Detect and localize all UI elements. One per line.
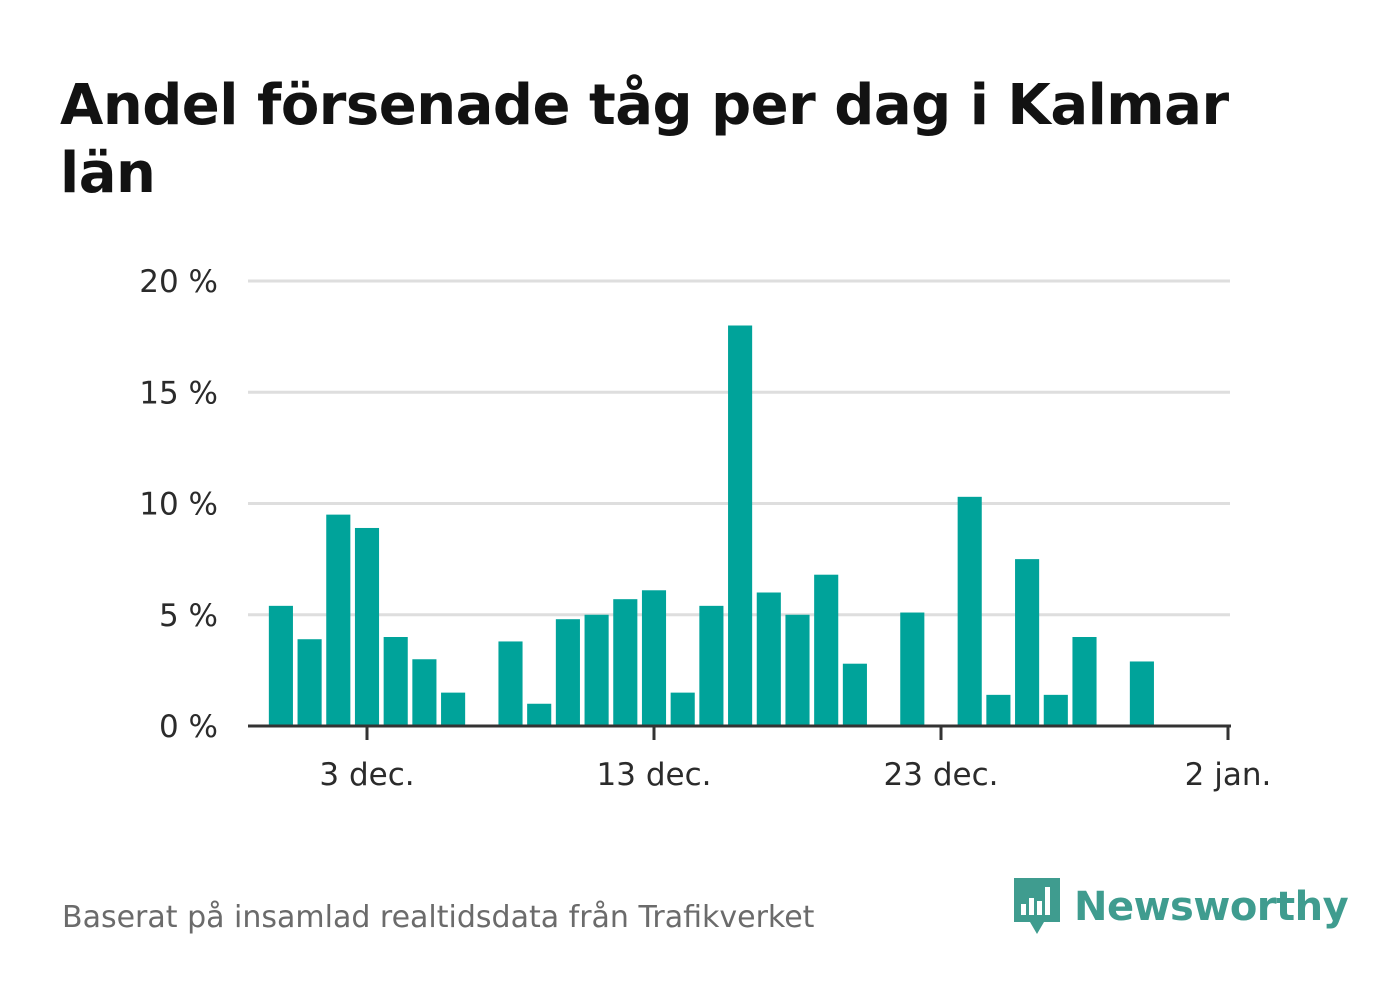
bar — [1072, 637, 1097, 726]
newsworthy-logo-icon — [1014, 878, 1060, 934]
bar — [785, 614, 810, 726]
bar — [957, 496, 982, 726]
bar — [699, 605, 724, 726]
x-axis: 3 dec. 13 dec. 23 dec. 2 jan. — [248, 724, 1272, 793]
bar — [412, 659, 437, 726]
chart-title: Andel försenade tåg per dag i Kalmar län — [60, 73, 1229, 206]
x-tick-label: 13 dec. — [597, 757, 712, 793]
bar — [670, 692, 695, 726]
y-tick-label: 10 % — [139, 487, 218, 523]
brand-name: Newsworthy — [1074, 884, 1349, 930]
bar — [641, 590, 667, 726]
x-tick-label: 3 dec. — [319, 757, 414, 793]
bar-chart: 0 % 5 % 10 % 15 % 20 % 3 dec. 13 dec. 23 dec. 2… — [139, 264, 1272, 793]
bar — [814, 574, 839, 726]
y-tick-label: 20 % — [139, 264, 218, 300]
bar — [383, 637, 408, 726]
bars — [268, 325, 1154, 726]
bar — [354, 527, 380, 726]
bar — [441, 692, 466, 726]
bar — [527, 703, 552, 726]
bar — [842, 663, 867, 726]
bar — [613, 599, 638, 726]
bar — [728, 325, 753, 726]
bar — [268, 605, 293, 726]
y-tick-label: 5 % — [159, 598, 218, 634]
bar — [986, 694, 1011, 726]
y-axis-ticks: 0 % 5 % 10 % 15 % 20 % — [139, 264, 218, 745]
bar — [1043, 694, 1068, 726]
bar — [1015, 559, 1040, 726]
bar — [1129, 661, 1154, 726]
source-note: Baserat på insamlad realtidsdata från Tr… — [62, 900, 815, 935]
x-tick-label: 2 jan. — [1185, 757, 1272, 793]
bar — [326, 514, 351, 726]
bar — [297, 639, 322, 726]
y-tick-label: 15 % — [139, 375, 218, 411]
brand-logo: Newsworthy — [1012, 876, 1349, 938]
x-tick-label: 23 dec. — [884, 757, 999, 793]
y-tick-label: 0 % — [159, 709, 218, 745]
bar — [498, 641, 523, 726]
bar — [555, 619, 580, 726]
bar — [900, 612, 925, 726]
bar — [756, 592, 781, 726]
bar — [584, 614, 609, 726]
